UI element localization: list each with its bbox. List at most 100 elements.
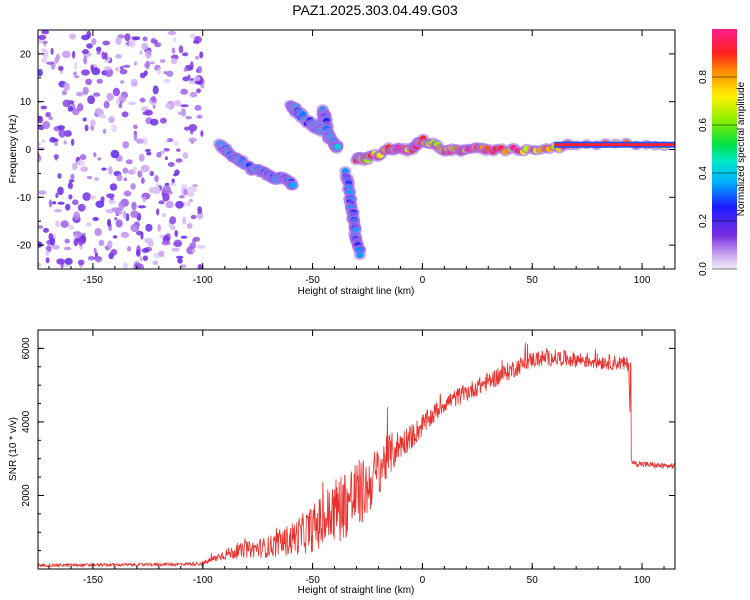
- noise-blob: [163, 71, 167, 75]
- noise-blob: [194, 104, 202, 111]
- noise-blob: [152, 85, 159, 95]
- noise-blob: [159, 234, 164, 239]
- noise-blob: [42, 40, 48, 45]
- noise-blob: [57, 125, 65, 130]
- noise-blob: [48, 199, 53, 208]
- noise-blob: [114, 217, 118, 221]
- noise-blob: [109, 183, 118, 191]
- noise-blob: [68, 224, 75, 230]
- spectrogram-image: [38, 30, 675, 269]
- noise-blob: [94, 228, 102, 236]
- spectrogram-x-tick-label: -100: [193, 275, 213, 286]
- noise-blob: [165, 200, 174, 209]
- noise-blob: [167, 162, 175, 167]
- noise-blob: [80, 232, 87, 236]
- noise-blob: [177, 258, 183, 264]
- noise-blob: [119, 68, 128, 75]
- noise-blob: [156, 182, 160, 192]
- noise-blob: [190, 214, 197, 220]
- noise-blob: [76, 160, 86, 167]
- noise-blob: [77, 203, 86, 212]
- colorbar-tick-label: 0.8: [698, 70, 709, 84]
- noise-blob: [173, 239, 183, 248]
- noise-blob: [181, 108, 186, 117]
- noise-blob: [77, 103, 84, 112]
- noise-blob: [83, 55, 88, 65]
- noise-blob: [189, 33, 196, 39]
- noise-blob: [172, 36, 177, 43]
- noise-blob: [142, 36, 148, 42]
- noise-blob: [118, 95, 127, 103]
- noise-blob: [110, 249, 118, 256]
- noise-blob: [137, 205, 146, 209]
- noise-blob: [108, 199, 116, 204]
- noise-blob: [72, 162, 78, 171]
- noise-blob: [90, 64, 94, 72]
- noise-blob: [87, 95, 95, 105]
- noise-blob: [123, 177, 128, 182]
- noise-blob: [73, 211, 80, 220]
- noise-blob: [154, 42, 162, 48]
- noise-blob: [74, 61, 78, 70]
- noise-blob: [188, 199, 193, 203]
- snr-y-axis-label: SNR (10 * v/v): [8, 417, 19, 481]
- noise-blob: [182, 216, 187, 225]
- noise-blob: [197, 264, 203, 269]
- noise-blob: [188, 80, 196, 85]
- noise-blob: [124, 33, 131, 42]
- noise-blob: [43, 227, 49, 233]
- noise-blob: [92, 216, 99, 222]
- noise-blob: [154, 175, 159, 183]
- snr-series-line: [38, 342, 675, 568]
- colorbar-tick-label: 0.0: [698, 262, 709, 276]
- noise-blob: [41, 30, 50, 35]
- noise-blob: [189, 91, 198, 98]
- noise-blob: [142, 111, 150, 116]
- noise-blob: [120, 231, 130, 238]
- noise-blob: [159, 59, 166, 63]
- snr-x-tick-label: -100: [193, 575, 213, 586]
- noise-blob: [50, 47, 54, 55]
- noise-blob: [145, 148, 151, 153]
- noise-blob: [68, 179, 75, 183]
- noise-blob: [135, 138, 144, 144]
- noise-blob: [196, 114, 203, 119]
- noise-blob: [157, 224, 161, 232]
- noise-blob: [78, 238, 84, 246]
- noise-blob: [159, 117, 167, 124]
- noise-blob: [189, 127, 194, 135]
- noise-blob: [178, 45, 184, 54]
- noise-blob: [122, 210, 127, 219]
- noise-blob: [52, 138, 59, 142]
- noise-blob: [158, 250, 165, 258]
- noise-blob: [167, 138, 174, 142]
- noise-blob: [139, 264, 145, 269]
- noise-blob: [169, 216, 177, 225]
- noise-blob: [133, 132, 138, 141]
- colorbar-tick-label: 0.6: [698, 118, 709, 132]
- noise-blob: [45, 111, 51, 118]
- noise-blob: [122, 262, 128, 269]
- noise-blob: [93, 247, 97, 255]
- noise-blob: [79, 244, 83, 250]
- noise-blob: [115, 36, 122, 46]
- spectrogram-feature-noise: [38, 30, 206, 269]
- noise-blob: [134, 36, 141, 41]
- noise-blob: [97, 157, 101, 161]
- noise-blob: [38, 34, 47, 40]
- noise-blob: [49, 237, 56, 246]
- noise-blob: [119, 66, 124, 70]
- noise-blob: [56, 258, 65, 265]
- snr-x-tick-label: 50: [527, 575, 539, 586]
- noise-blob: [182, 76, 190, 82]
- noise-blob: [141, 42, 149, 51]
- noise-blob: [130, 223, 140, 233]
- noise-blob: [104, 52, 108, 61]
- noise-blob: [54, 154, 58, 161]
- noise-blob: [182, 152, 189, 159]
- noise-blob: [108, 166, 113, 175]
- noise-blob: [112, 87, 120, 97]
- noise-blob: [82, 192, 91, 201]
